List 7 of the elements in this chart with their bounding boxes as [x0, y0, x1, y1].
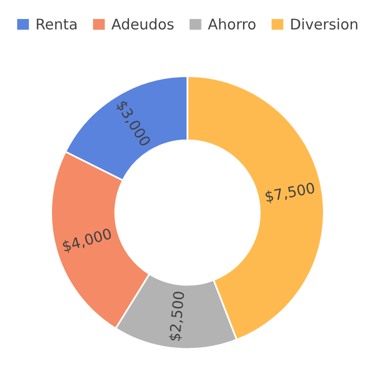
- legend-label: Ahorro: [208, 18, 256, 30]
- legend-label: Diversion: [291, 18, 358, 30]
- legend-label: Adeudos: [111, 18, 174, 30]
- data-label: $2,500: [168, 291, 186, 342]
- data-label: $4,000: [62, 228, 112, 254]
- legend-label: Renta: [36, 18, 76, 30]
- data-label: $7,500: [264, 182, 316, 204]
